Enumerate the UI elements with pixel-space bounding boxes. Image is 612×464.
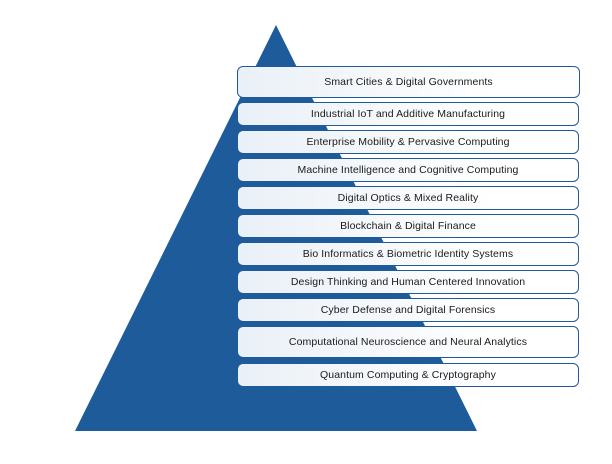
layer-label: Machine Intelligence and Cognitive Compu…: [297, 164, 519, 176]
layer-quantum-computing: Quantum Computing & Cryptography: [237, 363, 579, 387]
layer-cyber-defense: Cyber Defense and Digital Forensics: [237, 298, 579, 322]
layer-label: Cyber Defense and Digital Forensics: [320, 304, 496, 316]
layer-industrial-iot: Industrial IoT and Additive Manufacturin…: [237, 102, 579, 126]
layer-blockchain: Blockchain & Digital Finance: [237, 214, 579, 238]
layer-enterprise-mobility: Enterprise Mobility & Pervasive Computin…: [237, 130, 579, 154]
layer-digital-optics: Digital Optics & Mixed Reality: [237, 186, 579, 210]
layer-label: Digital Optics & Mixed Reality: [337, 192, 479, 204]
layer-bio-informatics: Bio Informatics & Biometric Identity Sys…: [237, 242, 579, 266]
layer-smart-cities: Smart Cities & Digital Governments: [237, 66, 580, 98]
layer-label: Smart Cities & Digital Governments: [324, 76, 493, 88]
layer-design-thinking: Design Thinking and Human Centered Innov…: [237, 270, 579, 294]
layer-label: Enterprise Mobility & Pervasive Computin…: [306, 136, 510, 148]
layer-label: Bio Informatics & Biometric Identity Sys…: [302, 248, 514, 260]
layer-label: Design Thinking and Human Centered Innov…: [290, 276, 526, 288]
layer-machine-intelligence: Machine Intelligence and Cognitive Compu…: [237, 158, 579, 182]
layer-label: Computational Neuroscience and Neural An…: [288, 336, 528, 348]
layer-label: Blockchain & Digital Finance: [340, 220, 476, 232]
layer-label: Quantum Computing & Cryptography: [320, 369, 496, 381]
layer-label: Industrial IoT and Additive Manufacturin…: [310, 108, 506, 120]
layer-computational-neuroscience: Computational Neuroscience and Neural An…: [237, 326, 579, 358]
